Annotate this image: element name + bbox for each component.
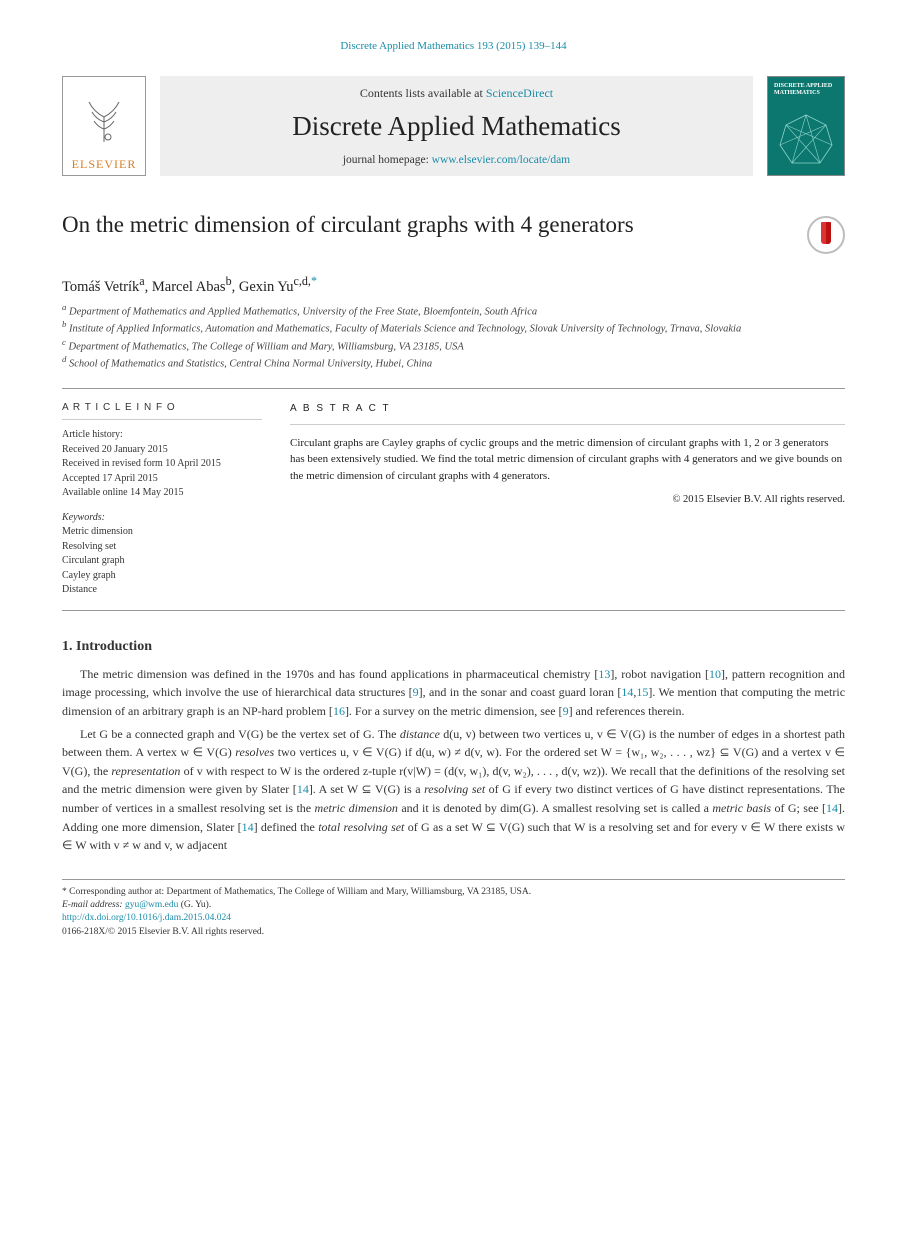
cite-14c[interactable]: 14 bbox=[826, 801, 838, 815]
section-1-body: The metric dimension was defined in the … bbox=[62, 665, 845, 855]
author-2: Marcel Abasb bbox=[152, 279, 232, 295]
keyword-1: Metric dimension bbox=[62, 525, 262, 540]
cover-title: DISCRETE APPLIED MATHEMATICS bbox=[774, 83, 838, 97]
history-accepted: Accepted 17 April 2015 bbox=[62, 472, 262, 487]
elsevier-brand: ELSEVIER bbox=[72, 157, 137, 175]
sciencedirect-link[interactable]: ScienceDirect bbox=[486, 86, 553, 100]
issn-line: 0166-218X/© 2015 Elsevier B.V. All right… bbox=[62, 926, 845, 939]
homepage-link[interactable]: www.elsevier.com/locate/dam bbox=[432, 154, 570, 166]
author-list: Tomáš Vetríka, Marcel Abasb, Gexin Yuc,d… bbox=[62, 274, 845, 296]
abstract-copyright: © 2015 Elsevier B.V. All rights reserved… bbox=[290, 492, 845, 508]
homepage-line: journal homepage: www.elsevier.com/locat… bbox=[160, 154, 753, 166]
cite-14[interactable]: 14 bbox=[621, 685, 633, 699]
doi-link[interactable]: http://dx.doi.org/10.1016/j.dam.2015.04.… bbox=[62, 913, 231, 923]
history-title: Article history: bbox=[62, 428, 262, 443]
article-title: On the metric dimension of circulant gra… bbox=[62, 212, 634, 238]
journal-name: Discrete Applied Mathematics bbox=[160, 111, 753, 142]
abstract-text: Circulant graphs are Cayley graphs of cy… bbox=[290, 435, 845, 485]
homepage-prefix: journal homepage: bbox=[343, 154, 432, 166]
email-link[interactable]: gyu@wm.edu bbox=[125, 900, 178, 910]
contents-line: Contents lists available at ScienceDirec… bbox=[160, 86, 753, 101]
section-1-heading: 1. Introduction bbox=[62, 639, 845, 655]
running-citation: Discrete Applied Mathematics 193 (2015) … bbox=[62, 40, 845, 52]
header-band: ELSEVIER Contents lists available at Sci… bbox=[62, 76, 845, 176]
author-1: Tomáš Vetríka bbox=[62, 279, 145, 295]
para-1: The metric dimension was defined in the … bbox=[62, 665, 845, 721]
history-received: Received 20 January 2015 bbox=[62, 443, 262, 458]
keyword-2: Resolving set bbox=[62, 540, 262, 555]
corresponding-note: * Corresponding author at: Department of… bbox=[62, 886, 845, 899]
cite-10[interactable]: 10 bbox=[709, 667, 721, 681]
history-online: Available online 14 May 2015 bbox=[62, 486, 262, 501]
crossmark-icon[interactable] bbox=[807, 216, 845, 254]
contents-prefix: Contents lists available at bbox=[360, 86, 486, 100]
cite-14b[interactable]: 14 bbox=[297, 782, 309, 796]
article-info: A R T I C L E I N F O Article history: R… bbox=[62, 389, 262, 610]
meta-abstract-block: A R T I C L E I N F O Article history: R… bbox=[62, 388, 845, 611]
cite-14d[interactable]: 14 bbox=[242, 820, 254, 834]
journal-banner: Contents lists available at ScienceDirec… bbox=[160, 76, 753, 176]
author-3: Gexin Yuc,d,* bbox=[239, 279, 317, 295]
history-revised: Received in revised form 10 April 2015 bbox=[62, 457, 262, 472]
affiliation-c: c Department of Mathematics, The College… bbox=[62, 337, 845, 353]
corresponding-mark: * bbox=[311, 274, 317, 288]
keyword-4: Cayley graph bbox=[62, 569, 262, 584]
affiliation-d: d School of Mathematics and Statistics, … bbox=[62, 354, 845, 370]
affiliation-b: b Institute of Applied Informatics, Auto… bbox=[62, 319, 845, 335]
keyword-5: Distance bbox=[62, 583, 262, 598]
elsevier-logo[interactable]: ELSEVIER bbox=[62, 76, 146, 176]
abstract-label: A B S T R A C T bbox=[290, 401, 845, 416]
article-info-label: A R T I C L E I N F O bbox=[62, 401, 262, 416]
elsevier-tree-icon bbox=[70, 77, 138, 157]
cite-15[interactable]: 15 bbox=[636, 685, 648, 699]
footnotes: * Corresponding author at: Department of… bbox=[62, 879, 845, 939]
affiliation-a: a Department of Mathematics and Applied … bbox=[62, 302, 845, 318]
cover-graphic-icon bbox=[778, 113, 834, 169]
cite-13[interactable]: 13 bbox=[598, 667, 610, 681]
journal-cover[interactable]: DISCRETE APPLIED MATHEMATICS bbox=[767, 76, 845, 176]
keyword-3: Circulant graph bbox=[62, 554, 262, 569]
abstract: A B S T R A C T Circulant graphs are Cay… bbox=[290, 389, 845, 610]
cite-16[interactable]: 16 bbox=[333, 704, 345, 718]
para-2: Let G be a connected graph and V(G) be t… bbox=[62, 725, 845, 855]
email-line: E-mail address: gyu@wm.edu (G. Yu). bbox=[62, 899, 845, 912]
keywords-title: Keywords: bbox=[62, 511, 262, 526]
